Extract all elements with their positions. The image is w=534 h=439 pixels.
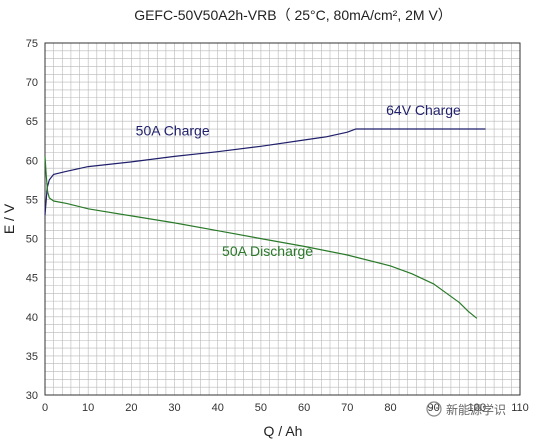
x-tick-label: 50 xyxy=(255,402,267,414)
annotation-3: 50A Discharge xyxy=(222,243,313,259)
plot-frame xyxy=(44,42,521,396)
axes xyxy=(44,42,521,396)
x-tick-label: 30 xyxy=(168,402,180,414)
y-tick-label: 45 xyxy=(26,273,38,285)
y-axis-label: E / V xyxy=(1,203,17,234)
y-tick-label: 40 xyxy=(26,312,38,324)
x-tick-label: 60 xyxy=(298,402,310,414)
y-tick-label: 65 xyxy=(26,116,38,128)
wechat-icon-eye-left xyxy=(430,407,432,409)
x-tick-label: 70 xyxy=(341,402,353,414)
y-tick-label: 30 xyxy=(26,390,38,402)
series-lines xyxy=(44,128,486,319)
annotations: 64V Charge 50A Charge 50A Discharge xyxy=(136,102,461,259)
y-tick-label: 75 xyxy=(26,38,38,50)
watermark: 新能源学识 xyxy=(426,401,506,417)
annotation-2: 50A Charge xyxy=(136,122,210,138)
series-line-3 xyxy=(44,156,478,319)
y-tick-labels: 30 35 40 45 50 55 60 65 70 75 xyxy=(26,38,38,402)
x-axis-label: Q / Ah xyxy=(264,423,303,439)
watermark-text: 新能源学识 xyxy=(446,402,506,417)
annotation-1: 64V Charge xyxy=(386,102,461,118)
y-tick-label: 35 xyxy=(26,351,38,363)
x-tick-label: 100 xyxy=(468,402,486,414)
wechat-icon-eye-right xyxy=(436,407,438,409)
y-tick-label: 70 xyxy=(26,77,38,89)
x-tick-label: 10 xyxy=(82,402,94,414)
x-tick-label: 90 xyxy=(428,402,440,414)
series-line-1 xyxy=(44,128,365,216)
x-tick-label: 40 xyxy=(212,402,224,414)
x-tick-label: 110 xyxy=(511,402,529,414)
wechat-icon xyxy=(426,401,442,417)
y-tick-label: 50 xyxy=(26,234,38,246)
chart-title: GEFC-50V50A2h-VRB（ 25°C, 80mA/cm², 2M V） xyxy=(134,7,452,23)
y-tick-label: 60 xyxy=(26,155,38,167)
grid xyxy=(44,42,521,396)
x-tick-labels: 0 10 20 30 40 50 60 70 80 90 100 110 xyxy=(42,402,529,414)
x-tick-label: 80 xyxy=(384,402,396,414)
x-tick-label: 0 xyxy=(42,402,48,414)
x-tick-label: 20 xyxy=(125,402,137,414)
y-tick-label: 55 xyxy=(26,194,38,206)
